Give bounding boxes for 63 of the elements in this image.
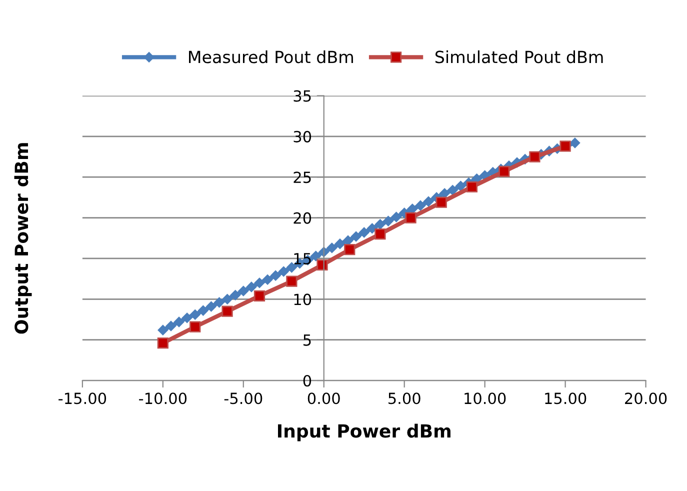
x-tick-label: 10.00 [464, 392, 506, 404]
y-tick-label: 5 [304, 334, 311, 346]
x-tick-label: -15.00 [58, 392, 106, 404]
point [190, 321, 201, 332]
point [262, 274, 273, 285]
point [316, 259, 328, 271]
point [456, 180, 466, 192]
point [334, 238, 346, 249]
point [570, 138, 580, 148]
y-tick-label: 25 [294, 172, 311, 184]
point [326, 242, 338, 254]
point [278, 266, 289, 277]
point [157, 338, 168, 349]
x-tick-label: 20.00 [625, 392, 667, 404]
point [436, 196, 447, 208]
x-tick-label: 0.00 [308, 392, 340, 404]
point [286, 276, 298, 287]
point [407, 204, 418, 214]
point [466, 181, 478, 192]
point [344, 244, 356, 256]
legend-label: Simulated Pout dBm [435, 50, 603, 64]
point [166, 320, 176, 332]
point [367, 223, 378, 234]
point [230, 290, 240, 300]
point [158, 324, 168, 336]
x-tick-label: 15.00 [545, 392, 586, 404]
legend-label: Measured Pout dBm [189, 50, 353, 64]
x-axis-title: Input Power dBm [278, 424, 450, 442]
point [391, 212, 402, 222]
point [190, 310, 200, 320]
y-tick-label: 10 [294, 294, 312, 306]
point [383, 216, 394, 226]
x-tick-label: -10.00 [139, 392, 187, 404]
point [310, 250, 321, 262]
point [423, 196, 434, 207]
point [206, 301, 216, 312]
point [214, 297, 224, 308]
point [254, 278, 265, 288]
y-tick-label: 35 [294, 90, 311, 102]
point [498, 166, 510, 177]
point [405, 212, 416, 224]
x-tick-label: 5.00 [388, 392, 420, 404]
point [415, 200, 426, 211]
point [238, 286, 249, 296]
point [174, 316, 184, 328]
x-tick-label: -5.00 [224, 392, 262, 404]
point [439, 188, 450, 198]
point [254, 290, 266, 302]
point [182, 312, 192, 323]
y-tick-label: 30 [294, 130, 312, 142]
point [358, 227, 370, 238]
y-tick-label: 0 [303, 374, 312, 387]
y-axis-title: Output Power dBm [14, 143, 32, 334]
point [246, 282, 257, 292]
point [350, 231, 362, 242]
point [222, 306, 233, 317]
y-tick-label: 20 [294, 212, 312, 224]
point [198, 305, 208, 316]
point [448, 185, 458, 196]
point [270, 270, 281, 281]
point [374, 228, 386, 240]
point [222, 294, 232, 304]
point [375, 219, 386, 230]
